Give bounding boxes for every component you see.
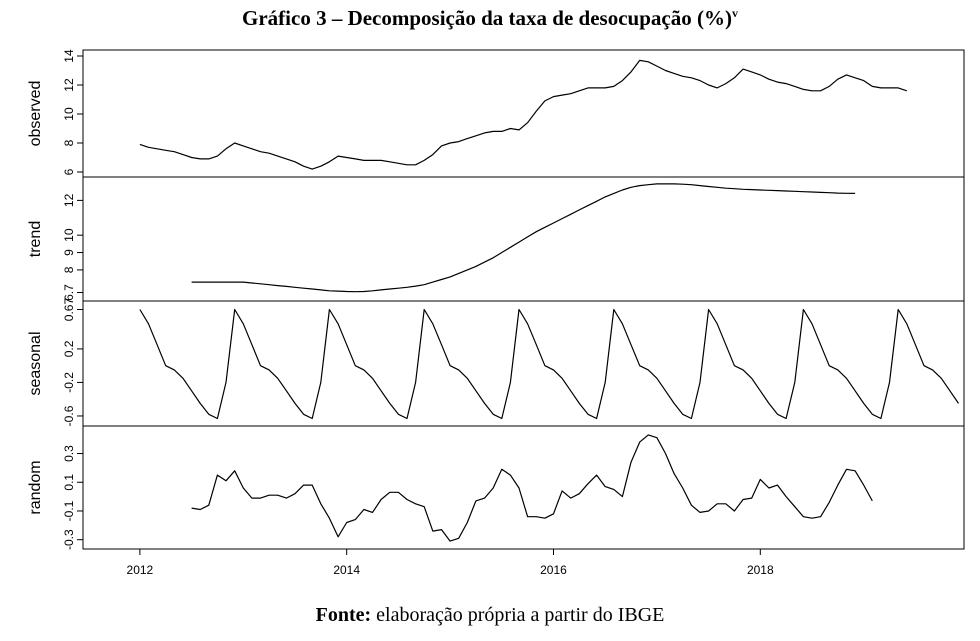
- y-tick-label-random: -0.1: [62, 500, 76, 521]
- panel-random: -0.3 -0.1 0.1 0.3 random: [27, 425, 965, 550]
- panel-label-seasonal: seasonal: [27, 331, 44, 395]
- y-tick-label-trend: 9: [62, 249, 76, 256]
- series-line-seasonal: [139, 308, 959, 420]
- panel-seasonal: -0.6 -0.2 0.2 0.67 seasonal: [27, 298, 965, 427]
- y-tick-label-observed: 14: [62, 49, 76, 63]
- series-line-random: [191, 434, 873, 542]
- y-tick-label-random: 0.3: [62, 445, 76, 462]
- x-tick-label: 2018: [747, 563, 774, 577]
- y-tick-label-trend: 12: [62, 193, 76, 207]
- y-tick-label-seasonal: -0.2: [62, 372, 76, 393]
- panel-frame-observed: [82, 49, 965, 178]
- chart-title-text: Gráfico 3 – Decomposição da taxa de deso…: [242, 6, 732, 30]
- y-tick-label-random: 0.1: [62, 474, 76, 491]
- x-tick-label: 2014: [333, 563, 360, 577]
- y-tick-label-seasonal: 0.67: [62, 298, 76, 322]
- y-tick-label-trend: 8: [62, 266, 76, 273]
- source-label: Fonte:: [315, 604, 372, 626]
- x-tick-label: 2012: [127, 563, 154, 577]
- panel-trend: 6.7 8 9 10 12 trend: [27, 176, 965, 302]
- source-note: Fonte: elaboração própria a partir do IB…: [0, 604, 980, 627]
- y-tick-label-trend: 6.7: [62, 284, 76, 301]
- y-tick-label-seasonal: -0.6: [62, 405, 76, 426]
- chart-title-superscript: v: [731, 6, 738, 20]
- y-tick-label-random: -0.3: [62, 529, 76, 550]
- panel-label-observed: observed: [27, 81, 44, 147]
- panel-label-random: random: [27, 460, 44, 514]
- panel-label-trend: trend: [27, 221, 44, 257]
- y-tick-label-observed: 6: [62, 168, 76, 175]
- chart-title: Gráfico 3 – Decomposição da taxa de deso…: [0, 6, 980, 31]
- panel-frame-seasonal: [82, 300, 965, 427]
- x-tick-label: 2016: [540, 563, 567, 577]
- series-line-observed: [139, 59, 907, 170]
- series-line-trend: [191, 183, 856, 293]
- panel-frame-random: [82, 425, 965, 550]
- y-tick-label-observed: 10: [62, 107, 76, 121]
- y-tick-label-trend: 10: [62, 228, 76, 242]
- source-text: elaboração própria a partir do IBGE: [371, 604, 665, 626]
- panel-observed: 6 8 10 12 14 observed: [27, 49, 965, 178]
- y-tick-label-seasonal: 0.2: [62, 340, 76, 357]
- y-tick-label-observed: 12: [62, 78, 76, 92]
- y-tick-label-observed: 8: [62, 139, 76, 146]
